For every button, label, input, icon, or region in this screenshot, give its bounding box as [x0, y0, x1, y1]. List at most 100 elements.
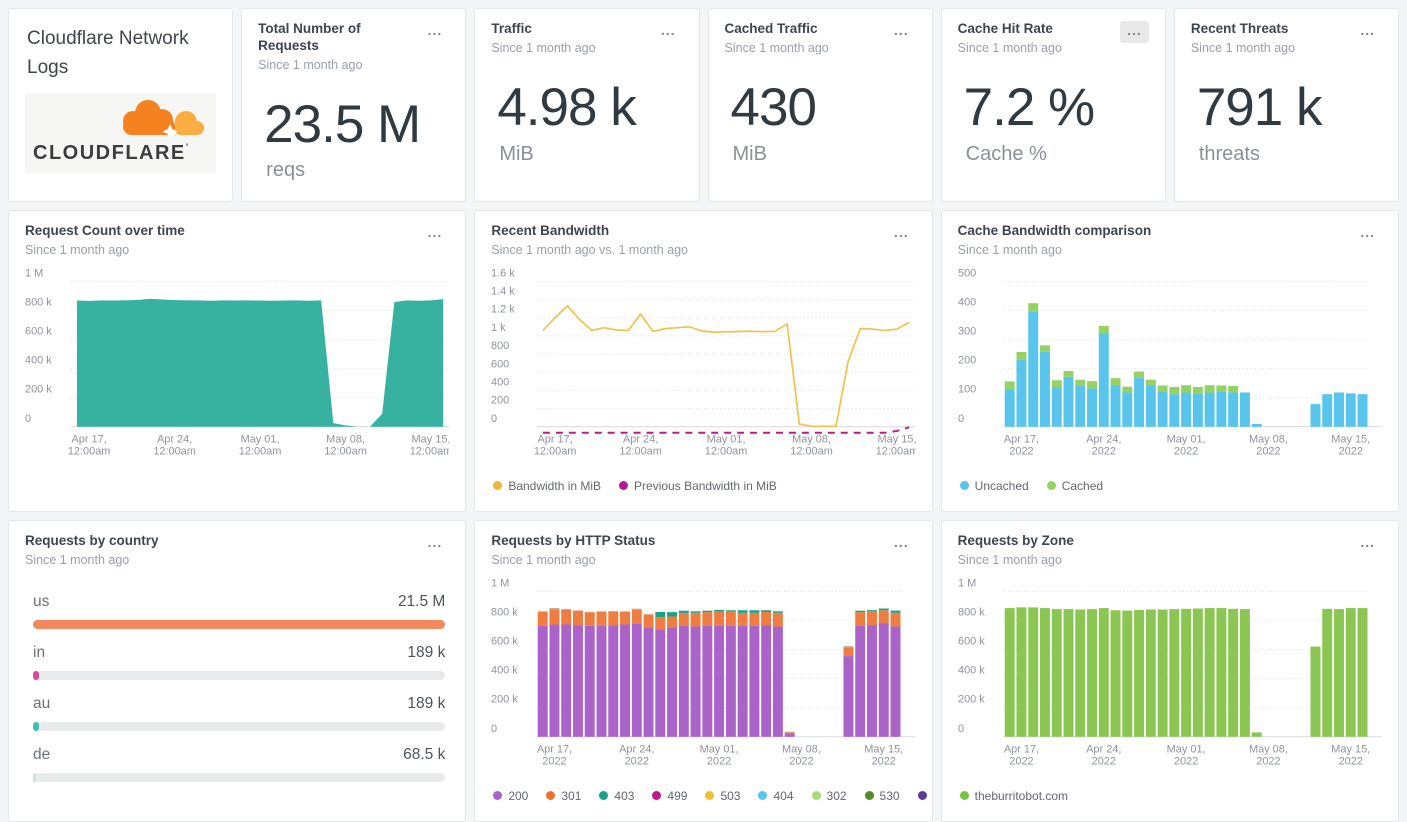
- svg-text:800: 800: [491, 340, 509, 352]
- legend-dot-icon: [865, 791, 874, 800]
- legend-dot-icon: [652, 791, 661, 800]
- panel-subtitle: Since 1 month ago: [958, 243, 1152, 257]
- panel-recent-bandwidth: Recent Bandwidth Since 1 month ago vs. 1…: [474, 210, 932, 512]
- panel-menu-button[interactable]: ...: [1353, 21, 1382, 43]
- svg-text:0: 0: [958, 413, 964, 425]
- svg-text:200: 200: [958, 355, 976, 367]
- legend-label: 404: [773, 789, 793, 803]
- svg-text:300: 300: [958, 325, 976, 337]
- country-bar-track: [33, 773, 445, 782]
- panel-menu-button[interactable]: ...: [654, 21, 683, 43]
- panel-subtitle: Since 1 month ago: [958, 553, 1074, 567]
- stat-unit: reqs: [266, 159, 449, 182]
- legend-item-previous-bandwidth-in-mib[interactable]: Previous Bandwidth in MiB: [619, 479, 777, 493]
- svg-text:May 15,: May 15,: [412, 434, 450, 446]
- svg-text:1.2 k: 1.2 k: [491, 304, 515, 316]
- svg-text:200: 200: [491, 394, 509, 406]
- panel-menu-button[interactable]: ...: [1120, 21, 1149, 43]
- svg-text:2022: 2022: [1338, 756, 1362, 768]
- svg-text:2022: 2022: [790, 756, 814, 768]
- legend-item-499[interactable]: 499: [652, 789, 687, 803]
- panel-title: Request Count over time: [25, 223, 185, 240]
- panel-brand: Cloudflare Network Logs CLOUDFLARE’: [8, 8, 233, 202]
- legend-item-503[interactable]: 503: [705, 789, 740, 803]
- country-value: 189 k: [407, 644, 445, 662]
- svg-text:12:00am: 12:00am: [791, 446, 834, 458]
- chart-legend: 200301403499503404302530526524: [493, 789, 915, 803]
- panel-menu-button[interactable]: ...: [1353, 533, 1382, 555]
- legend-dot-icon: [918, 791, 927, 800]
- legend-label: 503: [720, 789, 740, 803]
- panel-total-requests: Total Number of Requests Since 1 month a…: [241, 8, 466, 202]
- panel-title: Traffic: [491, 21, 595, 38]
- svg-text:1 M: 1 M: [491, 577, 509, 589]
- panel-menu-button[interactable]: ...: [421, 533, 450, 555]
- legend-item-301[interactable]: 301: [546, 789, 581, 803]
- panel-title: Requests by Zone: [958, 533, 1074, 550]
- svg-text:May 01,: May 01,: [700, 744, 739, 756]
- panel-menu-button[interactable]: ...: [421, 223, 450, 245]
- svg-text:0: 0: [25, 413, 31, 425]
- svg-text:800 k: 800 k: [958, 606, 985, 618]
- svg-text:500: 500: [958, 267, 976, 279]
- panel-subtitle: Since 1 month ago: [258, 58, 421, 72]
- svg-text:12:00am: 12:00am: [324, 446, 367, 458]
- stat-unit: Cache %: [966, 143, 1149, 166]
- panel-menu-button[interactable]: ...: [1353, 223, 1382, 245]
- svg-text:2022: 2022: [1256, 446, 1280, 458]
- svg-text:May 08,: May 08,: [782, 744, 821, 756]
- panel-subtitle: Since 1 month ago: [725, 41, 829, 55]
- svg-text:2022: 2022: [1256, 756, 1280, 768]
- svg-text:600 k: 600 k: [958, 635, 985, 647]
- legend-dot-icon: [960, 481, 969, 490]
- panel-request-count: Request Count over time Since 1 month ag…: [8, 210, 466, 512]
- cloudflare-logo: CLOUDFLARE’: [25, 93, 216, 173]
- legend-item-bandwidth-in-mib[interactable]: Bandwidth in MiB: [493, 479, 601, 493]
- legend-item-uncached[interactable]: Uncached: [960, 479, 1029, 493]
- legend-dot-icon: [546, 791, 555, 800]
- svg-text:2022: 2022: [1009, 446, 1033, 458]
- legend-item-theburritobot-com[interactable]: theburritobot.com: [960, 789, 1068, 803]
- country-label: de: [33, 746, 50, 764]
- panel-menu-button[interactable]: ...: [421, 21, 450, 43]
- panel-title: Cache Bandwidth comparison: [958, 223, 1152, 240]
- legend-label: 301: [561, 789, 581, 803]
- svg-text:2022: 2022: [543, 756, 567, 768]
- svg-text:Apr 24,: Apr 24,: [619, 744, 654, 756]
- chart-legend: Bandwidth in MiB Previous Bandwidth in Mi…: [493, 479, 915, 493]
- legend-item-403[interactable]: 403: [599, 789, 634, 803]
- legend-item-530[interactable]: 530: [865, 789, 900, 803]
- svg-text:12:00am: 12:00am: [534, 446, 577, 458]
- stat-value: 23.5 M: [264, 97, 449, 153]
- svg-text:12:00am: 12:00am: [620, 446, 663, 458]
- stat-unit: MiB: [733, 143, 916, 166]
- panel-subtitle: Since 1 month ago: [491, 41, 595, 55]
- legend-item-404[interactable]: 404: [758, 789, 793, 803]
- country-value: 189 k: [407, 695, 445, 713]
- country-label: us: [33, 593, 49, 611]
- legend-item-cached[interactable]: Cached: [1047, 479, 1103, 493]
- panel-requests-by-country: Requests by country Since 1 month ago ..…: [8, 520, 466, 822]
- svg-text:May 08,: May 08,: [1249, 744, 1288, 756]
- legend-item-302[interactable]: 302: [812, 789, 847, 803]
- legend-dot-icon: [599, 791, 608, 800]
- svg-text:2022: 2022: [872, 756, 896, 768]
- panel-title: Cache Hit Rate: [958, 21, 1062, 38]
- legend-item-526[interactable]: 526: [918, 789, 933, 803]
- legend-dot-icon: [758, 791, 767, 800]
- stat-value: 791 k: [1197, 80, 1382, 136]
- svg-text:12:00am: 12:00am: [239, 446, 282, 458]
- panel-menu-button[interactable]: ...: [887, 223, 916, 245]
- panel-menu-button[interactable]: ...: [887, 533, 916, 555]
- svg-text:400 k: 400 k: [491, 665, 518, 677]
- panel-menu-button[interactable]: ...: [887, 21, 916, 43]
- legend-item-200[interactable]: 200: [493, 789, 528, 803]
- panel-cached-traffic: Cached Traffic Since 1 month ago ... 430…: [708, 8, 933, 202]
- panel-subtitle: Since 1 month ago: [1191, 41, 1295, 55]
